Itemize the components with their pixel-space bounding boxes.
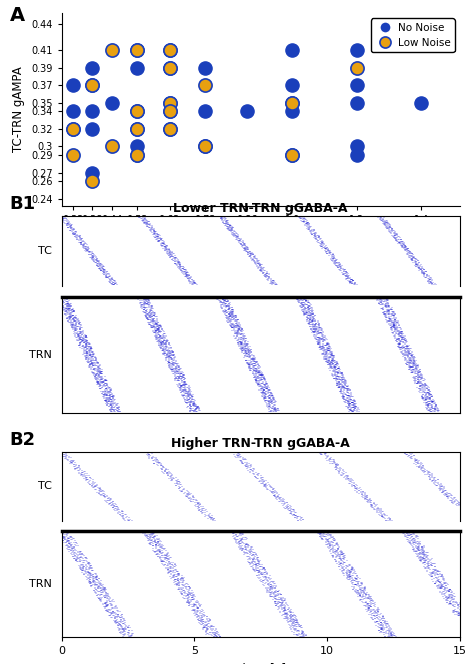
Point [89,80,96,90]
Point [69,124,77,134]
Point [417,97,425,108]
Point [89,124,96,134]
X-axis label: Time [s]: Time [s] [235,662,286,664]
Point [288,80,296,90]
Text: TC: TC [38,246,52,256]
Point [134,124,141,134]
Point [353,80,360,90]
Point [89,80,96,90]
Point [108,44,115,55]
Point [288,150,296,161]
Point [69,80,77,90]
Point [166,62,173,73]
Point [166,44,173,55]
Point [134,44,141,55]
Text: B2: B2 [10,430,36,449]
Point [166,124,173,134]
Point [201,141,209,151]
Point [89,167,96,178]
Text: TRN: TRN [29,350,52,360]
Point [134,150,141,161]
Point [166,97,173,108]
Text: B1: B1 [10,195,36,213]
Point [134,106,141,117]
Legend: No Noise, Low Noise: No Noise, Low Noise [371,19,455,52]
Point [134,141,141,151]
Point [166,97,173,108]
Point [353,150,360,161]
X-axis label: TRN-TRN gGABA-A: TRN-TRN gGABA-A [207,230,315,244]
Text: TC: TC [38,481,52,491]
Point [288,44,296,55]
Point [288,97,296,108]
Point [201,62,209,73]
Point [89,176,96,187]
Point [288,97,296,108]
Point [166,44,173,55]
Point [353,97,360,108]
Point [166,124,173,134]
Point [89,62,96,73]
Point [134,150,141,161]
Point [288,150,296,161]
Point [201,141,209,151]
Point [166,62,173,73]
Point [353,62,360,73]
Point [134,124,141,134]
Point [69,106,77,117]
Point [89,106,96,117]
Title: Higher TRN-TRN gGABA-A: Higher TRN-TRN gGABA-A [171,438,350,450]
Y-axis label: TC-TRN gAMPA: TC-TRN gAMPA [12,66,26,153]
Point [134,106,141,117]
Point [134,44,141,55]
Point [243,106,251,117]
Point [166,106,173,117]
Point [69,124,77,134]
Point [201,80,209,90]
Point [353,141,360,151]
Point [108,97,115,108]
Text: A: A [10,5,25,25]
Point [69,150,77,161]
Point [134,62,141,73]
Title: Lower TRN-TRN gGABA-A: Lower TRN-TRN gGABA-A [173,202,348,214]
Point [108,141,115,151]
Point [201,106,209,117]
Point [288,106,296,117]
Text: TRN: TRN [29,579,52,590]
Point [353,44,360,55]
Point [166,106,173,117]
